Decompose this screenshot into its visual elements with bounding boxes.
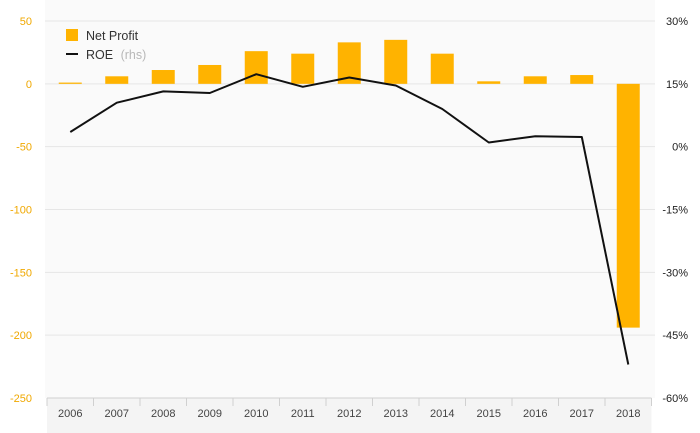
y-right-tick-label: -30% bbox=[662, 267, 688, 279]
bar-net-profit-2010 bbox=[244, 51, 268, 84]
y-right-tick-label: 0% bbox=[672, 142, 688, 154]
legend-label-roe: ROE bbox=[86, 48, 113, 62]
y-left-tick-label: -100 bbox=[10, 205, 32, 217]
x-tick-label: 2014 bbox=[430, 408, 454, 420]
y-left-tick-label: -200 bbox=[10, 330, 32, 342]
roe-line-group bbox=[69, 73, 630, 365]
legend-swatch-net-profit bbox=[66, 29, 78, 41]
bar-net-profit-2011 bbox=[291, 53, 315, 84]
x-tick-label: 2010 bbox=[244, 408, 268, 420]
x-tick-label: 2007 bbox=[105, 408, 129, 420]
y-right-tick-label: -15% bbox=[662, 205, 688, 217]
legend-label-roe-suffix: (rhs) bbox=[121, 48, 147, 62]
legend-label-net-profit: Net Profit bbox=[86, 29, 139, 43]
x-axis-background bbox=[47, 398, 652, 433]
bar-net-profit-2015 bbox=[477, 81, 501, 84]
y-left-tick-label: 0 bbox=[26, 79, 32, 91]
bar-net-profit-2018 bbox=[616, 83, 640, 328]
svg-text:ROE (rhs): ROE (rhs) bbox=[86, 48, 146, 62]
y-left-tick-label: 50 bbox=[20, 16, 32, 28]
y-right-tick-label: 30% bbox=[666, 16, 688, 28]
y-right-tick-label: 15% bbox=[666, 79, 688, 91]
bar-net-profit-2009 bbox=[198, 64, 222, 84]
x-tick-label: 2015 bbox=[477, 408, 501, 420]
y-left-tick-label: -250 bbox=[10, 393, 32, 405]
x-axis-band bbox=[46, 397, 652, 433]
y-left-tick-label: -50 bbox=[16, 142, 32, 154]
x-tick-label: 2011 bbox=[291, 408, 315, 420]
y-right-tick-label: -45% bbox=[662, 330, 688, 342]
x-tick-label: 2006 bbox=[58, 408, 82, 420]
bar-net-profit-2013 bbox=[384, 39, 408, 84]
legend: Net Profit ROE (rhs) bbox=[66, 29, 146, 62]
y-left-tick-label: -150 bbox=[10, 267, 32, 279]
bar-net-profit-2008 bbox=[151, 70, 175, 84]
x-axis: 2006 2007 2008 2009 2010 2011 2012 2013 2014 2015… bbox=[58, 408, 640, 420]
net-profit-bars bbox=[58, 39, 640, 328]
x-tick-label: 2012 bbox=[337, 408, 361, 420]
bar-net-profit-2017 bbox=[570, 75, 594, 84]
x-tick-label: 2013 bbox=[384, 408, 408, 420]
x-tick-label: 2008 bbox=[151, 408, 175, 420]
y-right-axis: 30% 15% 0% -15% -30% -45% -60% bbox=[662, 16, 688, 405]
bar-net-profit-2006 bbox=[58, 82, 82, 84]
y-right-tick-label: -60% bbox=[662, 393, 688, 405]
x-tick-label: 2009 bbox=[198, 408, 222, 420]
bar-net-profit-2016 bbox=[523, 76, 547, 84]
y-left-axis: 50 0 -50 -100 -150 -200 -250 bbox=[10, 16, 32, 405]
bar-net-profit-2014 bbox=[430, 53, 454, 84]
x-tick-label: 2016 bbox=[523, 408, 547, 420]
x-tick-label: 2018 bbox=[616, 408, 640, 420]
bar-net-profit-2007 bbox=[105, 76, 129, 84]
bar-net-profit-2012 bbox=[337, 42, 361, 84]
x-tick-label: 2017 bbox=[570, 408, 594, 420]
